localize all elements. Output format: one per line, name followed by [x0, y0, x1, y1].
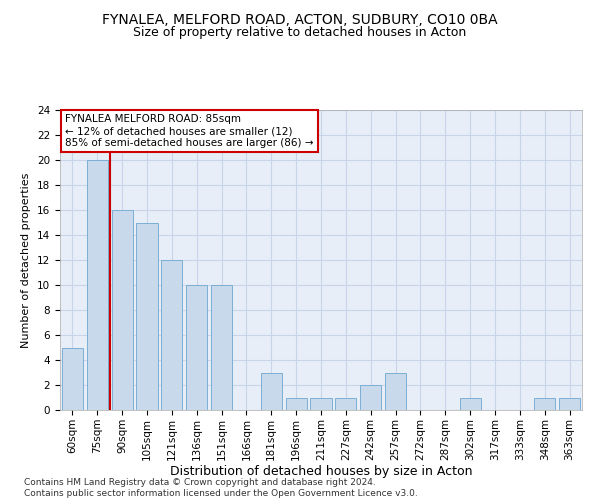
Bar — [360, 385, 381, 410]
Bar — [385, 372, 406, 410]
Bar — [559, 398, 580, 410]
Bar — [261, 372, 282, 410]
Y-axis label: Number of detached properties: Number of detached properties — [22, 172, 31, 348]
Bar — [112, 210, 133, 410]
Bar — [534, 398, 555, 410]
Text: FYNALEA, MELFORD ROAD, ACTON, SUDBURY, CO10 0BA: FYNALEA, MELFORD ROAD, ACTON, SUDBURY, C… — [102, 12, 498, 26]
Text: Contains HM Land Registry data © Crown copyright and database right 2024.
Contai: Contains HM Land Registry data © Crown c… — [24, 478, 418, 498]
Bar — [87, 160, 108, 410]
Text: FYNALEA MELFORD ROAD: 85sqm
← 12% of detached houses are smaller (12)
85% of sem: FYNALEA MELFORD ROAD: 85sqm ← 12% of det… — [65, 114, 314, 148]
Bar — [62, 348, 83, 410]
Bar — [310, 398, 332, 410]
Bar — [286, 398, 307, 410]
X-axis label: Distribution of detached houses by size in Acton: Distribution of detached houses by size … — [170, 466, 472, 478]
Text: Size of property relative to detached houses in Acton: Size of property relative to detached ho… — [133, 26, 467, 39]
Bar — [161, 260, 182, 410]
Bar — [335, 398, 356, 410]
Bar — [460, 398, 481, 410]
Bar — [186, 285, 207, 410]
Bar — [136, 222, 158, 410]
Bar — [211, 285, 232, 410]
